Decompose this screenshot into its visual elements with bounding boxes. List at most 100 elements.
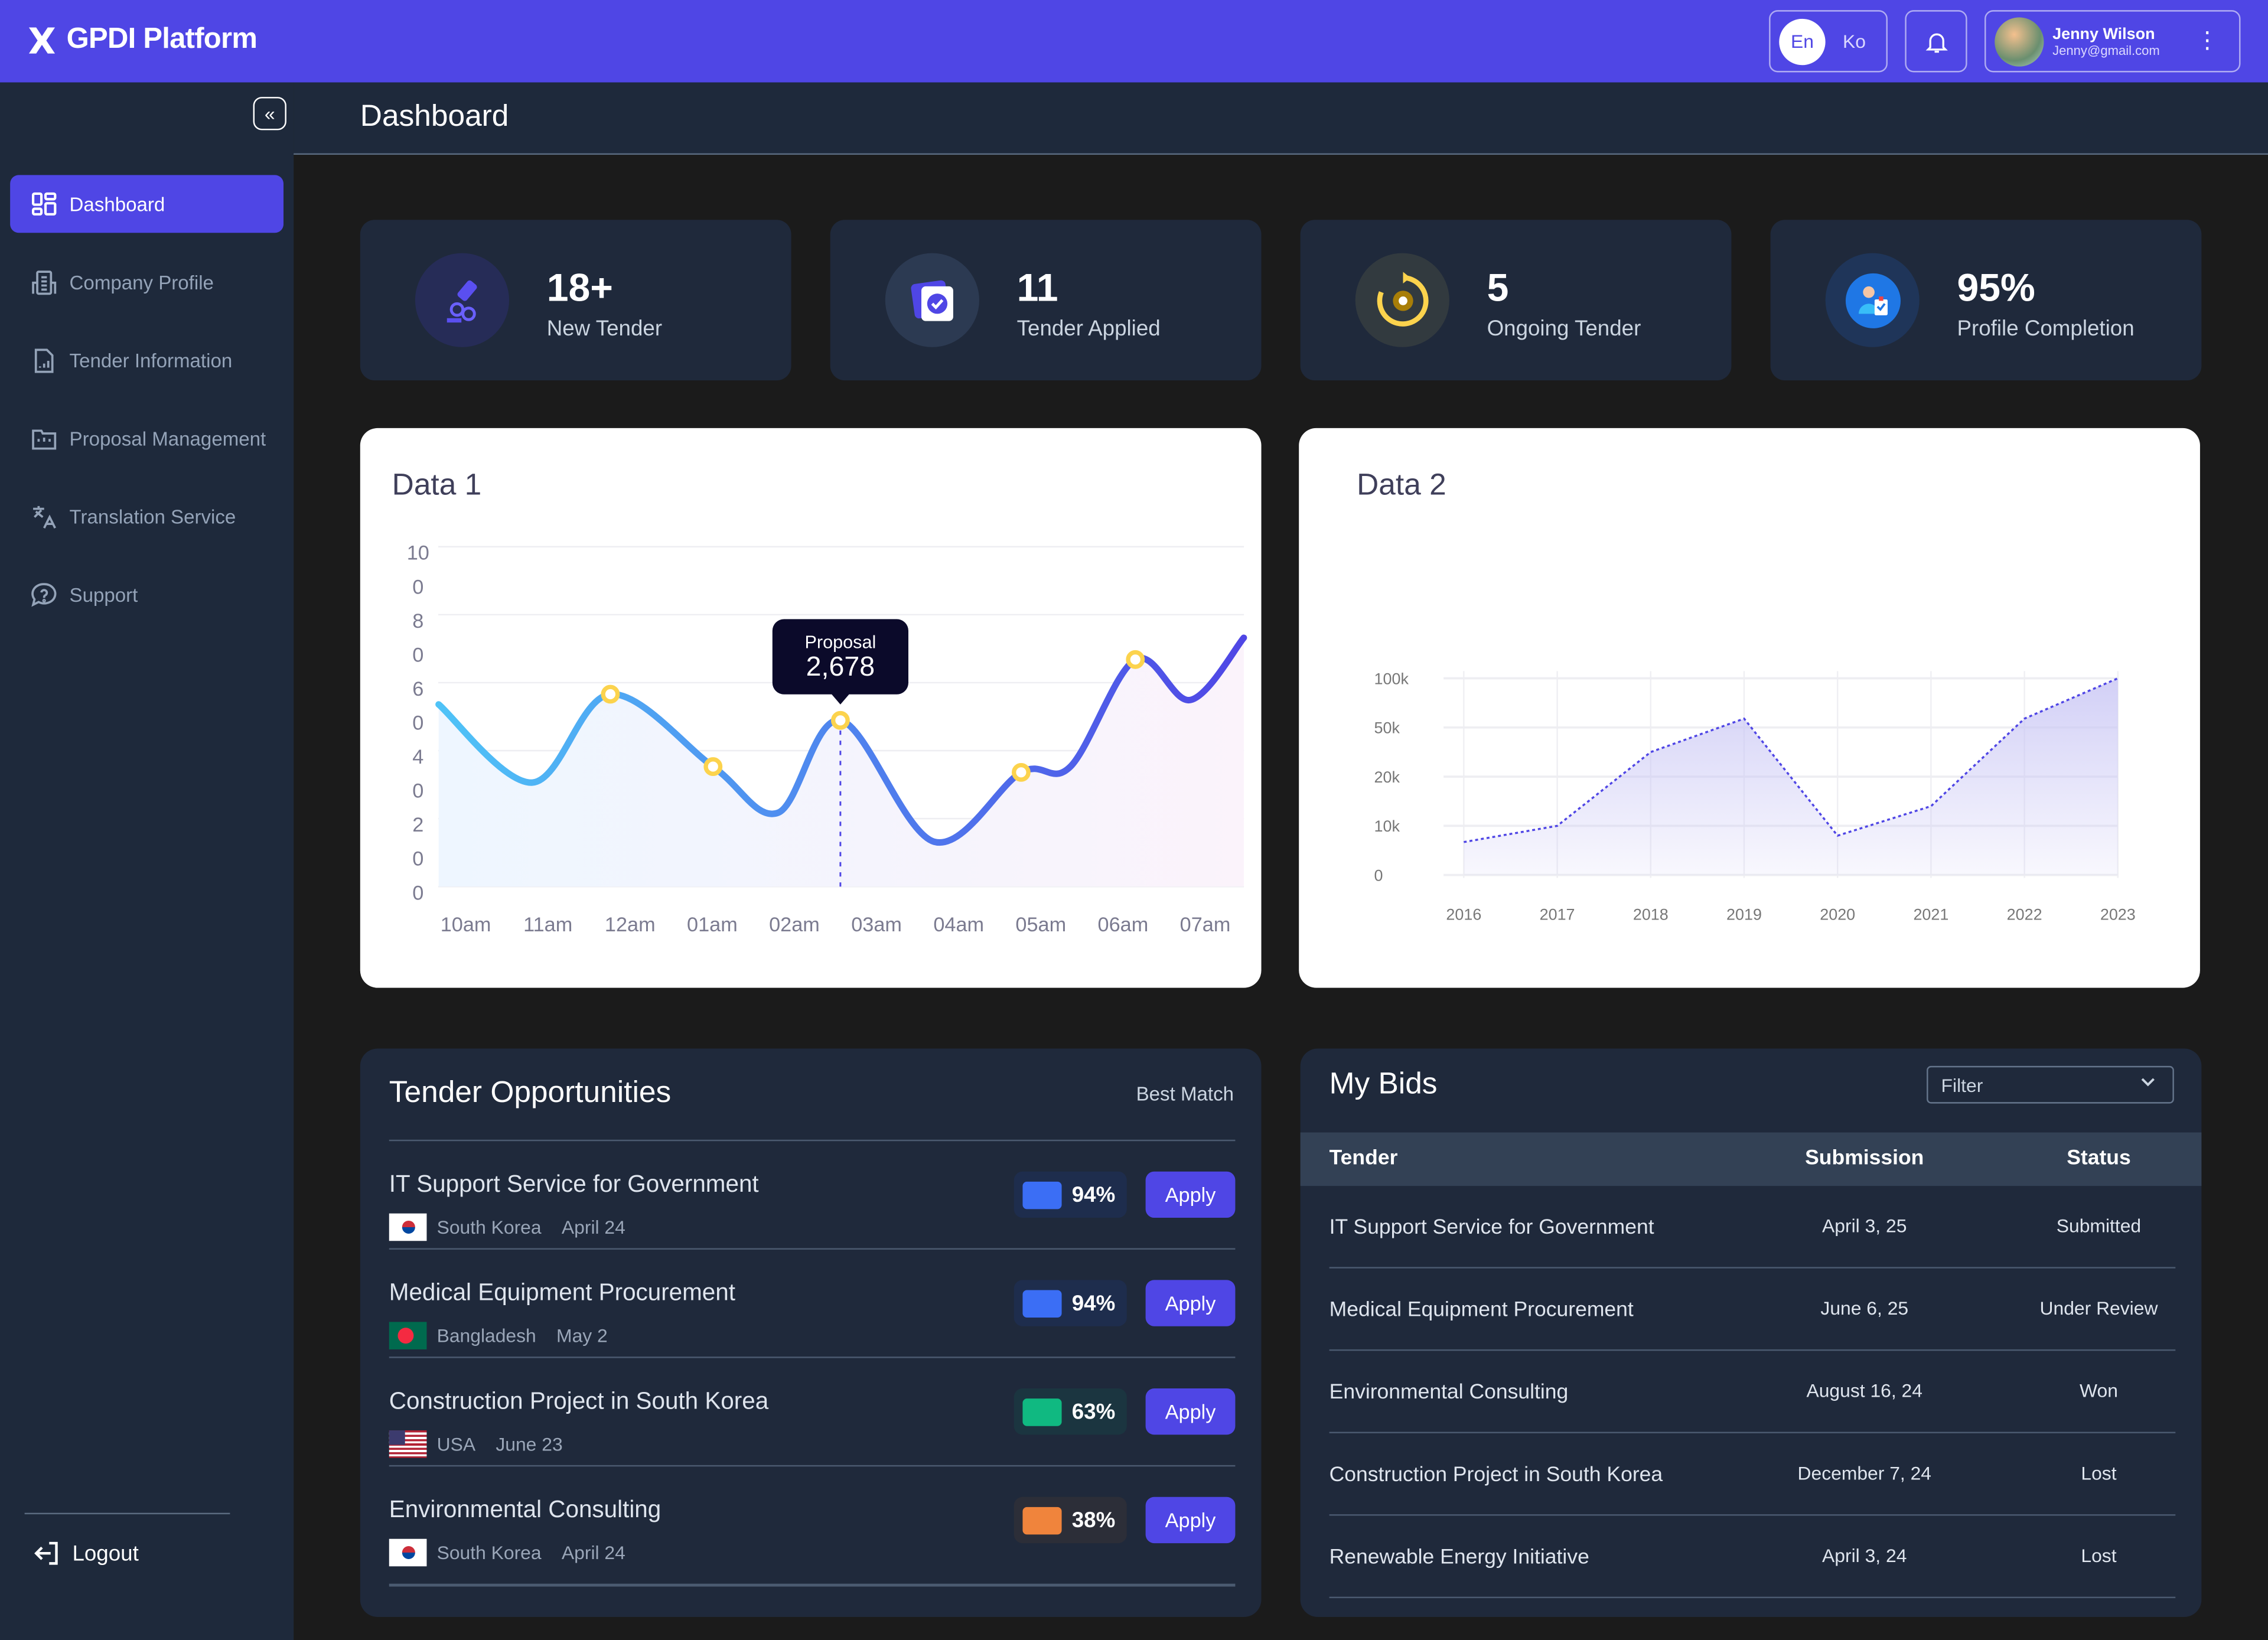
tender-date: June 23 [496,1433,563,1455]
apply-button[interactable]: Apply [1145,1171,1236,1218]
tender-name[interactable]: IT Support Service for Government [389,1171,759,1198]
table-row[interactable]: Medical Equipment Procurement June 6, 25 U… [1329,1269,2176,1351]
apply-button[interactable]: Apply [1145,1496,1236,1544]
tooltip-label: Proposal [804,632,876,652]
chevron-down-icon [2138,1072,2158,1097]
tender-country: Bangladesh [436,1325,536,1347]
logout-button[interactable]: Logout [32,1539,139,1568]
x-tick-label: 02am [769,914,820,936]
sidebar-item-proposal-management[interactable]: Proposal Management [10,409,284,467]
filter-dropdown[interactable]: Filter [1927,1065,2174,1104]
stat-value: 95% [1957,266,2035,310]
top-bar [0,0,2268,83]
match-badge: 94% [1014,1280,1127,1326]
x-tick-label: 2022 [2007,906,2042,924]
y-tick-label: 0 [412,644,423,666]
help-chat-icon [31,582,57,607]
grid-icon [31,191,57,215]
stat-card-ongoing-tender: 5 Ongoing Tender [1300,220,1732,381]
bid-status: Won [2080,1380,2118,1402]
notifications-button[interactable] [1905,10,1967,73]
logout-icon [34,1541,58,1565]
panel-title: Tender Opportunities [389,1076,672,1110]
column-header: Tender [1329,1147,1398,1171]
y-tick-label: 10k [1374,817,1400,835]
sort-best-match[interactable]: Best Match [1136,1083,1234,1106]
table-row[interactable]: Renewable Energy Initiative April 3, 24 Lo… [1329,1516,2176,1599]
x-tick-label: 2020 [1820,906,1855,924]
x-tick-label: 05am [1015,914,1066,936]
data-point[interactable] [830,710,850,730]
data-point[interactable] [703,757,723,776]
sidebar-item-tender-information[interactable]: Tender Information [10,331,284,389]
y-tick-label: 8 [412,610,423,632]
chart-title: Data 2 [1357,468,1446,502]
page-header [294,82,2268,155]
bid-tender: IT Support Service for Government [1329,1216,1654,1240]
stat-label: Tender Applied [1016,317,1161,341]
chart-data-2: Data 2 100k 50k 20k 10k 0 2016 2017 2018 2019 202… [1299,428,2200,988]
match-percent: 94% [1071,1290,1116,1316]
bid-status: Submitted [2056,1215,2142,1237]
y-tick-label: 20k [1374,768,1400,786]
user-menu[interactable]: Jenny Wilson Jenny@gmail.com ⋮ [1984,10,2241,73]
sidebar-item-dashboard[interactable]: Dashboard [10,175,284,233]
tender-name[interactable]: Medical Equipment Procurement [389,1280,736,1306]
y-tick-label: 4 [412,746,423,768]
y-tick-label: 0 [412,848,423,870]
series-line [1464,677,2119,843]
x-tick-label: 07am [1180,914,1231,936]
match-badge: 63% [1014,1388,1127,1435]
flag-usa-icon [389,1430,427,1458]
my-bids-panel: My Bids Filter Tender Submission Status … [1300,1048,2202,1617]
x-tick-label: 2017 [1540,906,1575,924]
avatar [1995,17,2044,66]
lang-ko-button[interactable]: Ko [1843,30,1866,53]
apply-button[interactable]: Apply [1145,1388,1236,1435]
x-tick-label: 2023 [2100,906,2136,924]
table-row[interactable]: Construction Project in South Korea Decem… [1329,1433,2176,1516]
divider [389,1583,1236,1586]
area-fill [1464,678,2118,875]
bid-tender: Medical Equipment Procurement [1329,1299,1634,1322]
tender-country: South Korea [436,1216,542,1238]
bid-status: Lost [2081,1544,2117,1567]
tender-name[interactable]: Environmental Consulting [389,1496,662,1523]
tender-item: IT Support Service for Government South … [389,1139,1236,1248]
bid-status: Lost [2081,1462,2117,1484]
table-header: Tender Submission Status [1300,1132,2202,1186]
data-point[interactable] [1011,762,1031,782]
apply-button[interactable]: Apply [1145,1280,1236,1326]
stat-card-new-tender: 18+ New Tender [360,220,791,381]
x-tick-label: 12am [605,914,656,936]
x-tick-label: 2018 [1633,906,1669,924]
bell-icon [1925,32,1947,52]
tender-item: Environmental Consulting South Korea Apri… [389,1465,1236,1574]
flag-south-korea-icon [389,1213,427,1241]
sidebar-item-company-profile[interactable]: Company Profile [10,253,284,311]
page-title: Dashboard [360,99,509,133]
bid-submission: April 3, 25 [1822,1215,1907,1237]
stat-value: 5 [1487,266,1509,310]
table-row[interactable]: IT Support Service for Government April 3… [1329,1186,2176,1269]
tender-item: Medical Equipment Procurement Bangladesh… [389,1248,1236,1357]
data-point[interactable] [601,684,620,704]
logo[interactable]: GPDI Platform [26,23,258,56]
table-row[interactable]: Environmental Consulting August 16, 24 Won [1329,1351,2176,1433]
collapse-sidebar-button[interactable]: « [253,97,286,131]
language-switch[interactable]: En Ko [1769,10,1888,73]
sidebar-item-translation-service[interactable]: Translation Service [10,487,284,545]
check-document-icon [885,253,979,347]
tooltip [772,619,908,705]
lang-en-button[interactable]: En [1779,18,1826,64]
kebab-icon[interactable]: ⋮ [2195,28,2219,53]
bid-submission: June 6, 25 [1820,1297,1909,1319]
app-title: GPDI Platform [66,23,258,56]
y-tick-label: 50k [1374,719,1400,737]
match-swatch [1022,1181,1062,1209]
match-swatch [1022,1506,1062,1534]
stat-label: New Tender [546,317,663,341]
data-point[interactable] [1126,650,1145,669]
tender-name[interactable]: Construction Project in South Korea [389,1388,769,1415]
sidebar-item-support[interactable]: Support [10,566,284,624]
